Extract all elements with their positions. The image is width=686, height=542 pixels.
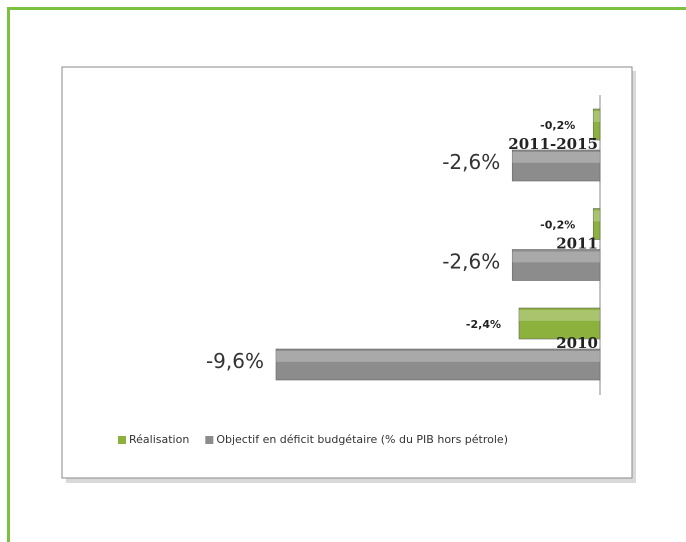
- bar: [518, 307, 601, 340]
- bar: [275, 348, 601, 381]
- legend-swatch: [205, 436, 214, 444]
- value-label: -2,6%: [442, 150, 500, 174]
- bar: [592, 208, 601, 240]
- bar-highlight: [276, 351, 600, 362]
- legend-label: Réalisation: [129, 433, 189, 446]
- value-label: -0,2%: [540, 119, 575, 132]
- bar: [511, 249, 601, 281]
- category-label: 2011: [556, 235, 598, 253]
- bar-highlight: [593, 111, 600, 122]
- bar: [511, 149, 601, 182]
- bar-highlight: [519, 310, 600, 321]
- category-label: 2010: [556, 334, 598, 352]
- bar: [592, 108, 601, 141]
- category-label: 2011-2015: [508, 135, 598, 153]
- frame-top: [7, 7, 686, 10]
- bar-highlight: [512, 251, 600, 263]
- value-label: -9,6%: [206, 349, 264, 373]
- frame-left: [7, 7, 10, 542]
- bar-highlight: [593, 210, 600, 222]
- bar-highlight: [512, 152, 600, 163]
- value-label: -2,4%: [466, 318, 501, 331]
- value-label: -2,6%: [442, 250, 500, 274]
- legend-label: Objectif en déficit budgétaire (% du PIB…: [216, 433, 508, 446]
- legend-swatch: [118, 436, 126, 444]
- value-label: -0,2%: [540, 219, 575, 232]
